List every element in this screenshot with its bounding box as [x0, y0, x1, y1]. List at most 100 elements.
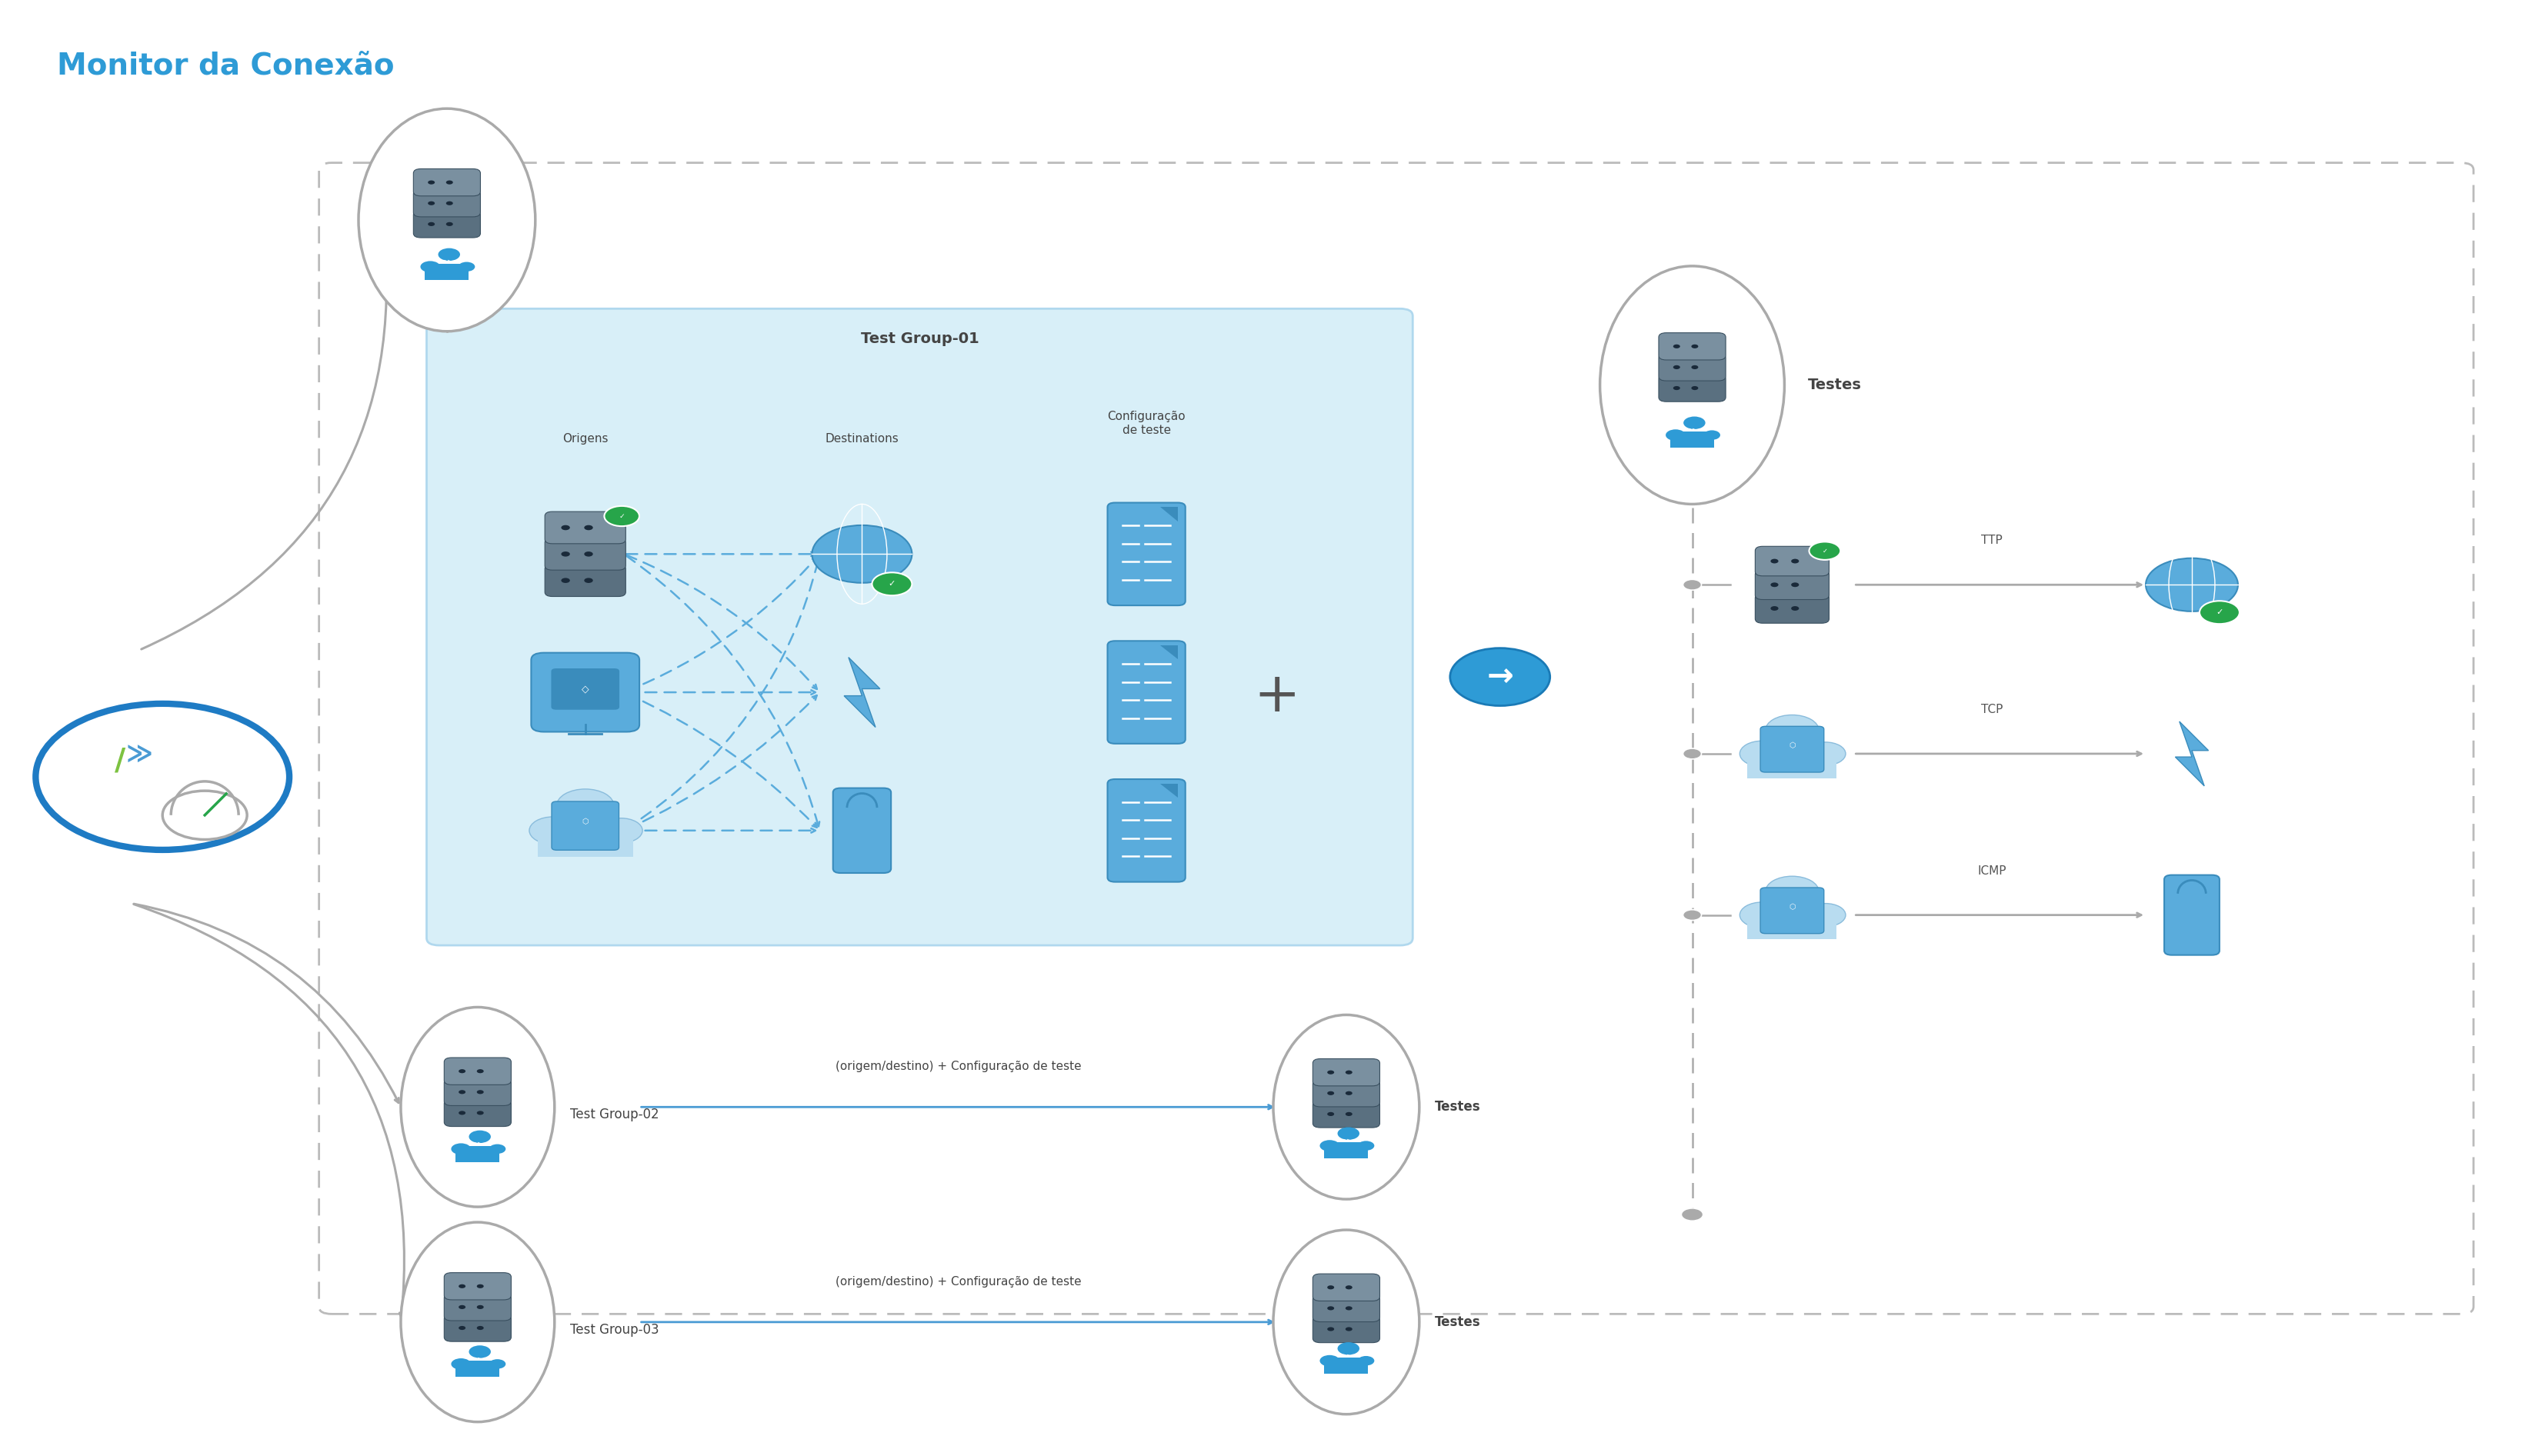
- FancyBboxPatch shape: [1313, 1101, 1379, 1127]
- FancyBboxPatch shape: [1326, 1357, 1369, 1373]
- Circle shape: [419, 261, 439, 272]
- Circle shape: [583, 552, 593, 556]
- Circle shape: [452, 1358, 470, 1370]
- Circle shape: [1328, 1070, 1333, 1075]
- Circle shape: [439, 248, 460, 261]
- FancyBboxPatch shape: [414, 169, 480, 197]
- Circle shape: [447, 201, 452, 205]
- Text: >>: >>: [442, 259, 452, 264]
- Circle shape: [1765, 877, 1818, 907]
- Ellipse shape: [401, 1222, 556, 1423]
- Circle shape: [1338, 1342, 1358, 1356]
- FancyBboxPatch shape: [427, 309, 1411, 945]
- FancyBboxPatch shape: [1747, 750, 1836, 778]
- Circle shape: [2199, 601, 2240, 625]
- FancyBboxPatch shape: [1313, 1079, 1379, 1107]
- Circle shape: [1346, 1306, 1353, 1310]
- Circle shape: [1346, 1112, 1353, 1117]
- Text: TCP: TCP: [1982, 703, 2002, 715]
- FancyBboxPatch shape: [414, 211, 480, 237]
- FancyBboxPatch shape: [444, 1099, 510, 1127]
- FancyBboxPatch shape: [545, 565, 626, 597]
- Circle shape: [470, 1345, 490, 1358]
- Circle shape: [460, 1284, 465, 1289]
- Circle shape: [1684, 910, 1702, 920]
- Text: +: +: [1255, 670, 1300, 722]
- Circle shape: [1358, 1356, 1374, 1366]
- FancyBboxPatch shape: [1760, 888, 1823, 933]
- Circle shape: [556, 789, 614, 823]
- Circle shape: [1328, 1306, 1333, 1310]
- Circle shape: [813, 526, 912, 582]
- Circle shape: [447, 181, 452, 185]
- FancyBboxPatch shape: [1108, 641, 1184, 744]
- Circle shape: [561, 526, 571, 530]
- Text: >>: >>: [472, 1142, 482, 1146]
- Circle shape: [452, 1143, 470, 1155]
- FancyBboxPatch shape: [1313, 1294, 1379, 1322]
- Circle shape: [1328, 1112, 1333, 1117]
- Circle shape: [583, 578, 593, 582]
- Text: ⬡: ⬡: [581, 818, 588, 826]
- Text: (origem/destino) + Configuração de teste: (origem/destino) + Configuração de teste: [836, 1061, 1081, 1073]
- Circle shape: [603, 507, 639, 526]
- Text: Test Group-03: Test Group-03: [571, 1324, 659, 1337]
- FancyBboxPatch shape: [444, 1293, 510, 1321]
- FancyBboxPatch shape: [414, 189, 480, 217]
- Circle shape: [460, 262, 475, 271]
- Circle shape: [2146, 558, 2237, 612]
- Polygon shape: [1159, 507, 1177, 521]
- FancyBboxPatch shape: [550, 668, 619, 709]
- Circle shape: [1692, 386, 1699, 390]
- Circle shape: [477, 1091, 485, 1093]
- Text: ✓: ✓: [889, 579, 896, 588]
- Circle shape: [1346, 1091, 1353, 1095]
- FancyBboxPatch shape: [1108, 779, 1184, 882]
- Text: ✓: ✓: [619, 513, 624, 520]
- Text: Test Group-01: Test Group-01: [861, 332, 980, 347]
- Circle shape: [447, 223, 452, 226]
- Circle shape: [1765, 715, 1818, 745]
- FancyBboxPatch shape: [454, 1361, 500, 1377]
- Circle shape: [1449, 648, 1550, 706]
- Circle shape: [427, 223, 434, 226]
- Text: Destinations: Destinations: [826, 432, 899, 444]
- Text: ICMP: ICMP: [1977, 865, 2007, 877]
- Circle shape: [1684, 748, 1702, 759]
- Ellipse shape: [401, 1008, 556, 1207]
- Text: →: →: [1487, 661, 1512, 693]
- Polygon shape: [1159, 645, 1177, 660]
- Circle shape: [1346, 1286, 1353, 1290]
- Ellipse shape: [359, 109, 535, 332]
- Text: Origens: Origens: [563, 432, 609, 444]
- Circle shape: [1358, 1142, 1374, 1150]
- Circle shape: [1740, 903, 1785, 927]
- Circle shape: [1692, 345, 1699, 348]
- Text: >>: >>: [472, 1357, 482, 1361]
- Circle shape: [460, 1091, 465, 1093]
- FancyBboxPatch shape: [444, 1315, 510, 1341]
- Circle shape: [1770, 582, 1778, 587]
- FancyBboxPatch shape: [444, 1057, 510, 1085]
- Circle shape: [35, 703, 290, 850]
- Circle shape: [1328, 1326, 1333, 1331]
- Circle shape: [1740, 741, 1785, 766]
- Circle shape: [561, 578, 571, 582]
- Ellipse shape: [1273, 1015, 1419, 1200]
- Circle shape: [1805, 743, 1846, 766]
- Text: ⬡: ⬡: [1788, 903, 1795, 910]
- Text: Test Group-02: Test Group-02: [571, 1108, 659, 1121]
- FancyBboxPatch shape: [444, 1079, 510, 1105]
- Circle shape: [1704, 431, 1720, 440]
- FancyBboxPatch shape: [1659, 354, 1725, 381]
- Text: Testes: Testes: [1808, 377, 1861, 392]
- Circle shape: [1346, 1326, 1353, 1331]
- Text: ⬡: ⬡: [1788, 741, 1795, 748]
- Text: /: /: [114, 747, 126, 776]
- Circle shape: [1684, 579, 1702, 590]
- Circle shape: [1808, 542, 1841, 561]
- Circle shape: [460, 1305, 465, 1309]
- FancyBboxPatch shape: [1672, 432, 1714, 448]
- Circle shape: [1805, 904, 1846, 926]
- Text: (origem/destino) + Configuração de teste: (origem/destino) + Configuração de teste: [836, 1275, 1081, 1287]
